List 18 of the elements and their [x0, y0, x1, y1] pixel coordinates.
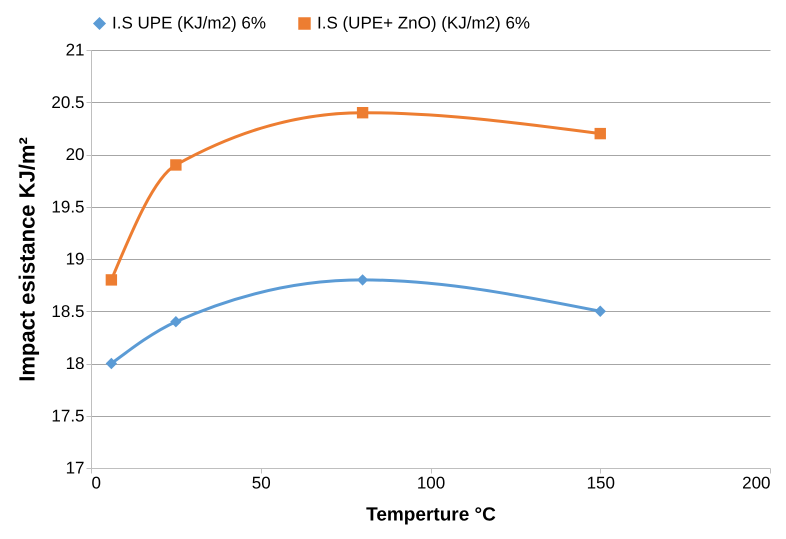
legend-label: I.S UPE (KJ/m2) 6% — [112, 14, 266, 33]
legend-label: I.S (UPE+ ZnO) (KJ/m2) 6% — [317, 14, 530, 33]
y-axis-title: Impact esistance KJ/m² — [14, 137, 40, 382]
y-tick-label: 18 — [66, 354, 84, 373]
y-tick-label: 20.5 — [51, 92, 84, 112]
y-tick-label: 17.5 — [51, 406, 84, 426]
x-axis-title: Temperture °C — [366, 504, 496, 526]
y-tick-label: 17 — [66, 458, 84, 478]
x-tick-label: 0 — [92, 474, 101, 492]
x-tick-label: 200 — [742, 474, 770, 492]
x-tick-label: 50 — [252, 474, 271, 492]
x-tick-label: 150 — [586, 474, 615, 492]
y-tick-label: 18.5 — [51, 302, 84, 321]
y-tick-label: 21 — [66, 40, 84, 60]
y-tick-label: 19.5 — [51, 197, 84, 216]
y-tick-label: 20 — [66, 145, 84, 164]
y-tick-label: 19 — [66, 250, 84, 268]
x-tick-label: 100 — [416, 474, 446, 492]
